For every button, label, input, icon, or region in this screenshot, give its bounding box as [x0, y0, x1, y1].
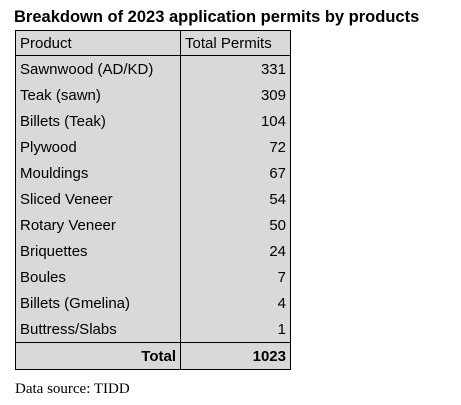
product-cell: Buttress/Slabs [15, 316, 181, 343]
permits-cell: 67 [180, 160, 291, 186]
table-row: Boules 7 [15, 264, 291, 290]
product-cell: Mouldings [15, 160, 181, 186]
total-row: Total 1023 [15, 342, 291, 370]
product-cell: Billets (Gmelina) [15, 290, 181, 316]
permits-cell: 309 [180, 82, 291, 108]
product-cell: Boules [15, 264, 181, 290]
permits-cell: 331 [180, 55, 291, 82]
product-cell: Briquettes [15, 238, 181, 264]
table-row: Sawnwood (AD/KD) 331 [15, 55, 291, 82]
permits-cell: 50 [180, 212, 291, 238]
data-source-note: Data source: TIDD [15, 381, 130, 397]
permits-cell: 104 [180, 108, 291, 134]
permits-cell: 72 [180, 134, 291, 160]
table-row: Buttress/Slabs 1 [15, 316, 291, 343]
table-row: Teak (sawn) 309 [15, 82, 291, 108]
product-cell: Billets (Teak) [15, 108, 181, 134]
page-title: Breakdown of 2023 application permits by… [14, 8, 420, 26]
product-cell: Sawnwood (AD/KD) [15, 55, 181, 82]
table-row: Sliced Veneer 54 [15, 186, 291, 212]
permits-cell: 7 [180, 264, 291, 290]
product-cell: Sliced Veneer [15, 186, 181, 212]
permits-cell: 54 [180, 186, 291, 212]
total-value: 1023 [180, 342, 291, 370]
table-row: Plywood 72 [15, 134, 291, 160]
table-row: Billets (Gmelina) 4 [15, 290, 291, 316]
header-total-permits: Total Permits [180, 30, 291, 56]
permits-cell: 1 [180, 316, 291, 343]
table-header-row: Product Total Permits [15, 30, 291, 56]
product-cell: Plywood [15, 134, 181, 160]
header-product: Product [15, 30, 181, 56]
table-row: Briquettes 24 [15, 238, 291, 264]
product-cell: Teak (sawn) [15, 82, 181, 108]
table-row: Billets (Teak) 104 [15, 108, 291, 134]
permits-cell: 24 [180, 238, 291, 264]
total-label: Total [15, 342, 181, 370]
permits-cell: 4 [180, 290, 291, 316]
table-row: Mouldings 67 [15, 160, 291, 186]
product-cell: Rotary Veneer [15, 212, 181, 238]
table-row: Rotary Veneer 50 [15, 212, 291, 238]
permits-table: Product Total Permits Sawnwood (AD/KD) 33… [15, 30, 291, 370]
